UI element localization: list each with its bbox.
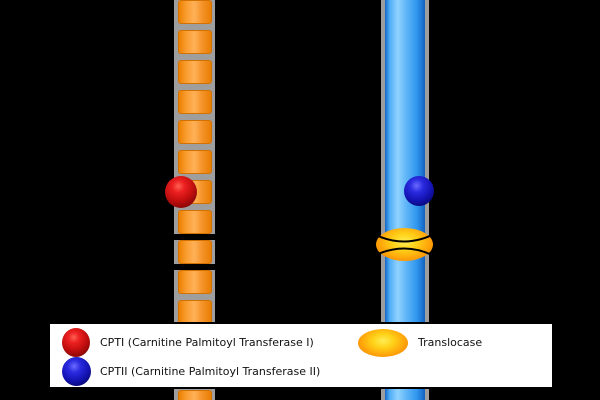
outer-membrane-segment <box>178 0 212 24</box>
outer-membrane-segment <box>178 120 212 144</box>
translocase-ellipse-icon <box>358 329 408 357</box>
legend-box: CPTI (Carnitine Palmitoyl Transferase I)… <box>48 322 554 389</box>
legend-label-translocase: Translocase <box>418 336 483 349</box>
outer-membrane-segment <box>178 270 212 294</box>
outer-membrane-segment <box>178 300 212 324</box>
outer-membrane-tube-break <box>174 264 215 270</box>
translocase <box>368 222 440 267</box>
outer-membrane-segment <box>178 90 212 114</box>
outer-membrane-segment <box>178 390 212 400</box>
outer-membrane-segment <box>178 60 212 84</box>
outer-membrane-segment <box>178 150 212 174</box>
cpti-sphere-icon <box>62 328 90 357</box>
legend-label-cpti: CPTI (Carnitine Palmitoyl Transferase I) <box>100 336 314 349</box>
cptii-sphere-icon <box>62 357 91 386</box>
translocase-cross-icon <box>369 231 439 259</box>
outer-membrane-segment <box>178 240 212 264</box>
cpti-sphere-icon <box>165 176 197 208</box>
outer-membrane-segment <box>178 30 212 54</box>
legend-label-cptii: CPTII (Carnitine Palmitoyl Transferase I… <box>100 365 321 378</box>
outer-membrane-segment <box>178 210 212 234</box>
cptii-sphere-icon <box>404 176 434 206</box>
outer-membrane-tube-break <box>174 234 215 240</box>
translocase-ellipse-icon <box>376 228 433 261</box>
